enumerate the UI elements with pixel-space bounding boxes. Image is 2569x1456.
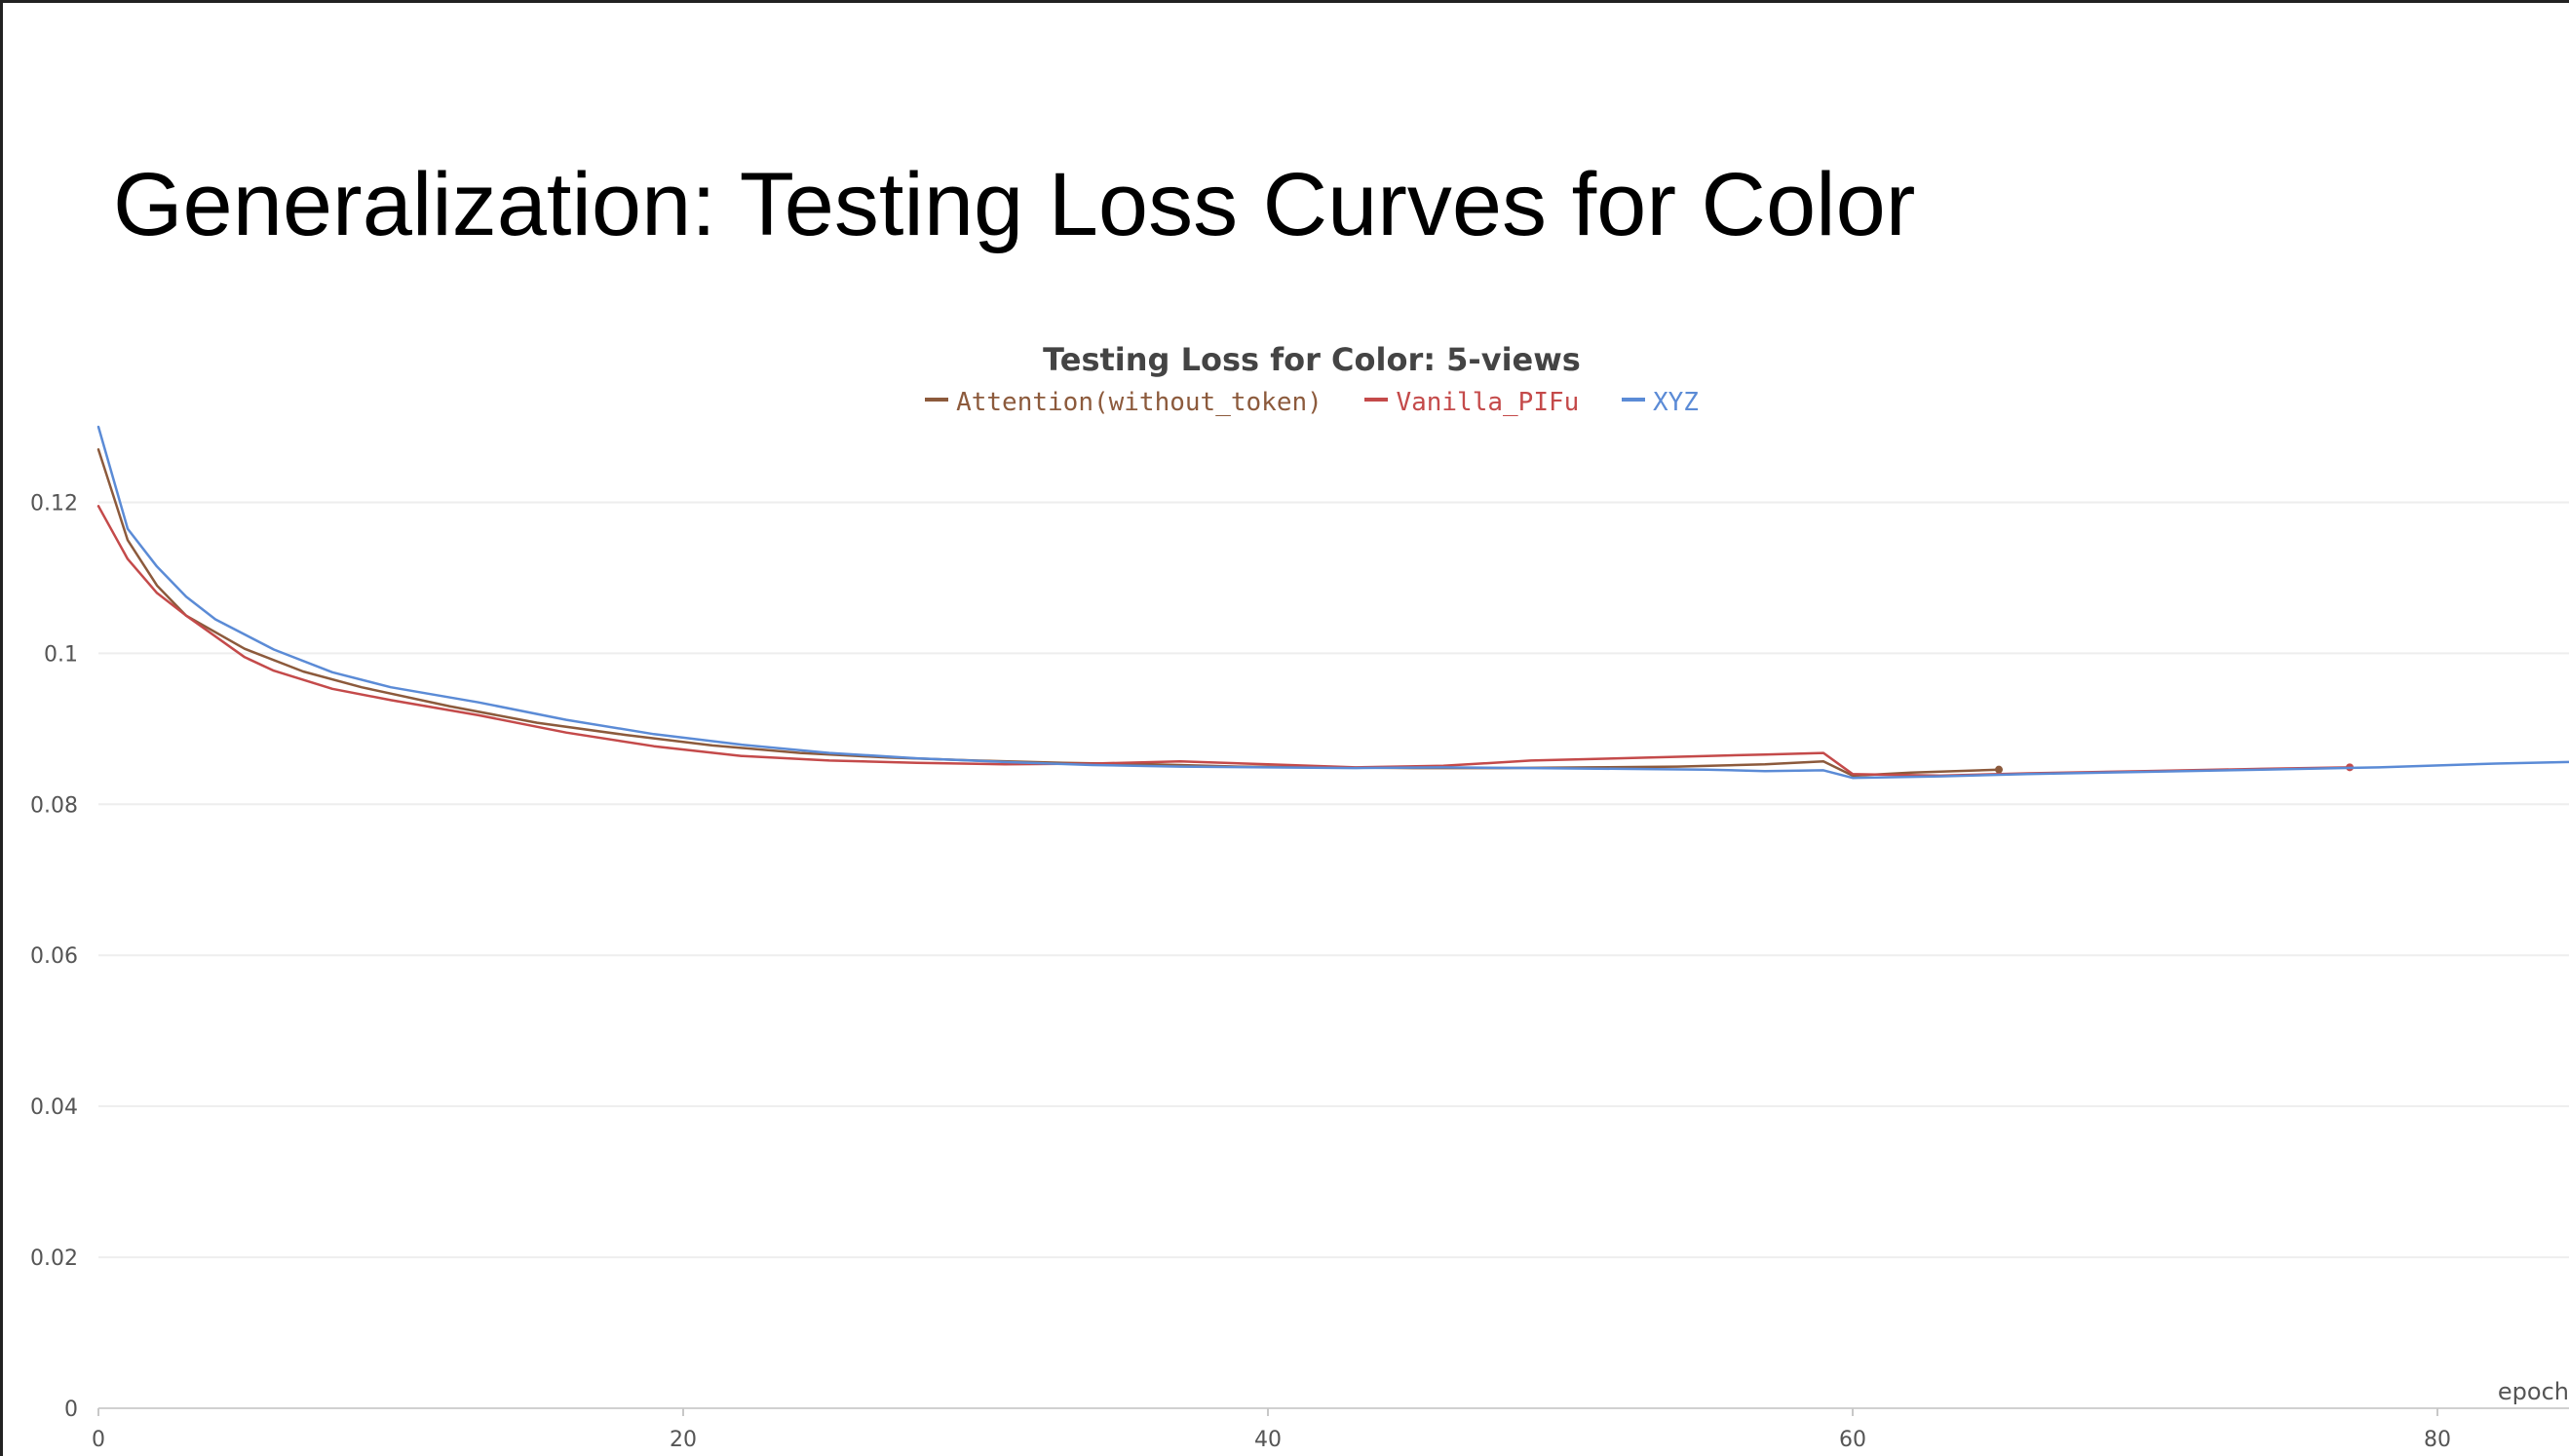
- y-tick-label: 0.06: [30, 944, 78, 969]
- legend-swatch-xyz: [1621, 397, 1645, 402]
- y-tick-label: 0.08: [30, 793, 78, 818]
- legend-item-vanilla-pifu[interactable]: Vanilla_PIFu: [1364, 388, 1579, 417]
- y-tick-label: 0.04: [30, 1095, 78, 1120]
- slide-title: Generalization: Testing Loss Curves for …: [113, 155, 1916, 254]
- legend-label-attention: Attention(without_token): [956, 388, 1323, 417]
- chart-axes: 0 0.02 0.04 0.06 0.08 0.1 0.12 0 20 40 60 80 epoch: [30, 491, 2569, 1452]
- series-line-0[interactable]: [96, 447, 2001, 778]
- series-line-1[interactable]: [96, 505, 2352, 778]
- chart-title: Testing Loss for Color: 5-views: [1043, 341, 1581, 378]
- legend-swatch-attention: [925, 397, 949, 402]
- legend-item-attention[interactable]: Attention(without_token): [925, 388, 1323, 417]
- chart-legend: Attention(without_token) Vanilla_PIFu XY…: [0, 388, 2569, 417]
- x-axis-label: epoch: [2498, 1378, 2569, 1405]
- chart-series: [96, 425, 2569, 780]
- legend-swatch-vanilla-pifu: [1364, 397, 1389, 402]
- x-tick-label: 60: [1839, 1428, 1866, 1452]
- y-tick-label: 0.1: [44, 642, 78, 667]
- x-tick-label: 20: [670, 1428, 697, 1452]
- series-line-2[interactable]: [96, 425, 2569, 780]
- y-tick-label: 0: [64, 1398, 78, 1422]
- legend-label-xyz: XYZ: [1652, 388, 1699, 417]
- legend-label-vanilla-pifu: Vanilla_PIFu: [1396, 388, 1580, 417]
- x-tick-label: 80: [2424, 1428, 2451, 1452]
- chart-grid: [98, 501, 2569, 1259]
- y-tick-label: 0.12: [30, 491, 78, 516]
- x-tick-label: 0: [92, 1428, 105, 1452]
- x-tick-label: 40: [1254, 1428, 1282, 1452]
- y-tick-label: 0.02: [30, 1246, 78, 1271]
- legend-item-xyz[interactable]: XYZ: [1621, 388, 1699, 417]
- series-end-marker-0: [1995, 765, 2003, 774]
